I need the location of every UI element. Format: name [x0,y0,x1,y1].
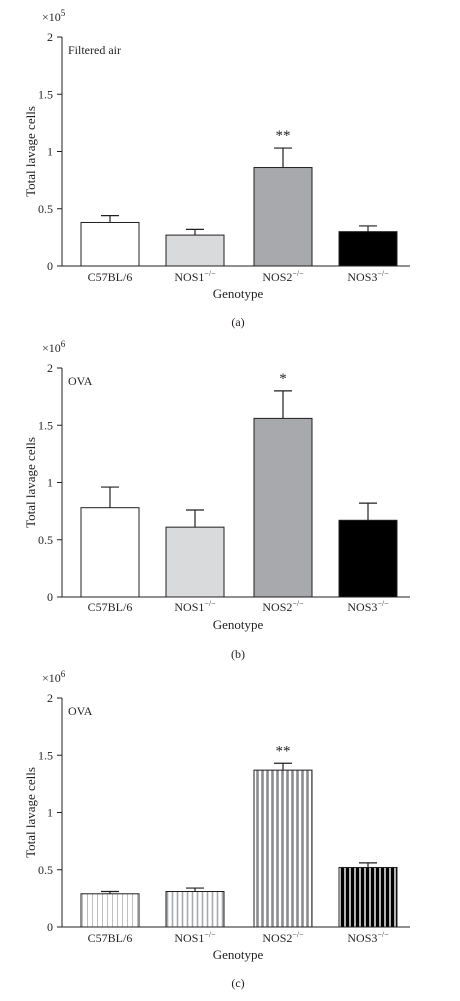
panel-label: (a) [231,315,244,329]
category-label: NOS2−/− [262,930,304,945]
y-tick-label: 0.5 [38,202,53,216]
x-axis-label: Genotype [213,286,264,301]
y-tick-label: 1.5 [38,418,53,432]
category-label: NOS2−/− [262,269,304,284]
category-label: NOS1−/− [174,930,216,945]
significance-marker: * [279,371,287,387]
y-tick-label: 1 [47,476,53,490]
bar [253,417,313,598]
y-tick-label: 2 [47,361,53,375]
category-label: C57BL/6 [88,600,133,614]
bar [338,866,398,928]
y-tick-label: 0 [47,259,53,273]
scale-multiplier: ×106 [42,669,66,685]
panel-label: (c) [231,976,244,990]
bar [253,167,313,267]
condition-annotation: Filtered air [68,43,121,57]
bar [165,234,225,267]
chart-panel: 0 0.5 1 1.5 2 ×105 Total lavage cells Filtered … [23,8,410,329]
bar [80,221,140,267]
x-axis-label: Genotype [213,947,264,962]
y-tick-label: 0 [47,920,53,934]
y-tick-label: 1 [47,145,53,159]
category-label: C57BL/6 [88,931,133,945]
x-axis-label: Genotype [213,617,264,632]
chart-panel: 0 0.5 1 1.5 2 ×106 Total lavage cells OVA C57BL/… [23,669,410,990]
y-axis-label: Total lavage cells [23,767,38,858]
y-tick-label: 0.5 [38,863,53,877]
bar [338,519,398,598]
y-tick-label: 1 [47,806,53,820]
scale-multiplier: ×106 [42,339,66,355]
y-axis-label: Total lavage cells [23,437,38,528]
scale-multiplier: ×105 [42,8,66,24]
y-tick-label: 0 [47,590,53,604]
bar [253,769,313,928]
chart-panel: 0 0.5 1 1.5 2 ×106 Total lavage cells OVA C57BL/… [23,339,410,661]
significance-marker: ** [276,128,291,144]
category-label: NOS2−/− [262,599,304,614]
category-label: NOS3−/− [347,930,389,945]
significance-marker: ** [276,743,291,759]
condition-annotation: OVA [68,374,93,388]
y-tick-label: 2 [47,30,53,44]
bar [165,891,225,928]
y-axis-label: Total lavage cells [23,106,38,197]
category-label: NOS3−/− [347,269,389,284]
category-label: NOS1−/− [174,599,216,614]
category-label: C57BL/6 [88,270,133,284]
y-tick-label: 1.5 [38,87,53,101]
y-tick-label: 0.5 [38,533,53,547]
condition-annotation: OVA [68,704,93,718]
bar [338,231,398,267]
y-tick-label: 2 [47,691,53,705]
panel-label: (b) [231,647,245,661]
bar [80,893,140,928]
bar [80,507,140,598]
category-label: NOS3−/− [347,599,389,614]
bar [165,526,225,598]
y-tick-label: 1.5 [38,748,53,762]
category-label: NOS1−/− [174,269,216,284]
